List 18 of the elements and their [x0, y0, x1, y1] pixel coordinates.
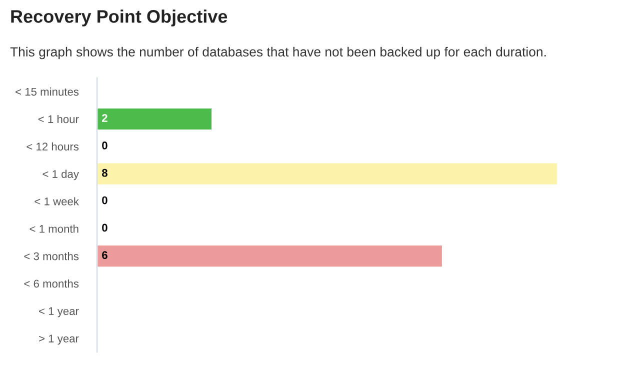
data-label: 6: [102, 251, 108, 260]
y-tick-label: < 1 week: [34, 197, 79, 206]
y-tick-label: < 6 months: [24, 279, 79, 288]
chart-subtitle: This graph shows the number of databases that have not been backed up for each duration.: [10, 46, 546, 60]
data-label: 0: [102, 142, 108, 150]
chart-title: Recovery Point Objective: [11, 10, 228, 26]
data-label: 0: [102, 224, 108, 232]
y-tick-label: < 1 hour: [38, 114, 79, 124]
y-tick-label: < 1 day: [42, 170, 79, 180]
y-tick-label: < 3 months: [24, 252, 79, 260]
y-tick-label: < 12 hours: [26, 142, 79, 151]
data-label: 2: [102, 114, 108, 122]
y-tick-label: < 15 minutes: [16, 88, 79, 96]
y-tick-label: > 1 year: [39, 334, 79, 345]
y-tick-label: < 1 year: [39, 307, 79, 318]
y-tick-label: < 1 month: [30, 224, 78, 233]
data-label: 8: [102, 168, 108, 177]
data-label: 0: [102, 196, 108, 204]
